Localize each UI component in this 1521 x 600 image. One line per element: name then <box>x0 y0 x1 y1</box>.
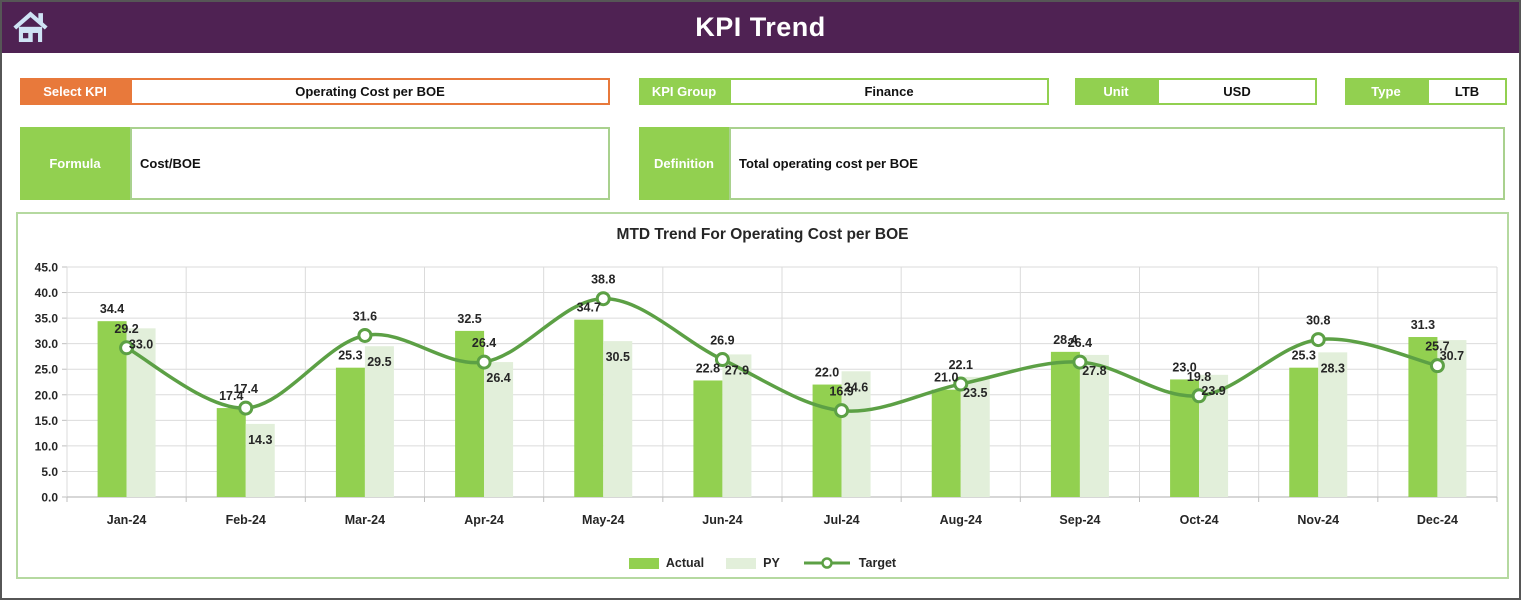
svg-text:17.4: 17.4 <box>234 382 258 396</box>
unit-value: USD <box>1157 78 1317 105</box>
svg-text:16.9: 16.9 <box>829 385 853 399</box>
svg-text:24.6: 24.6 <box>844 380 868 394</box>
svg-text:Jan-24: Jan-24 <box>107 513 147 527</box>
svg-text:31.6: 31.6 <box>353 309 377 323</box>
formula-label: Formula <box>20 127 130 200</box>
svg-text:26.4: 26.4 <box>486 371 510 385</box>
svg-text:22.8: 22.8 <box>696 361 720 375</box>
svg-text:29.5: 29.5 <box>367 355 391 369</box>
select-kpi-label: Select KPI <box>20 78 130 105</box>
svg-text:40.0: 40.0 <box>35 286 59 300</box>
home-button[interactable] <box>10 7 51 48</box>
legend-swatch-target <box>803 557 850 569</box>
kpi-group-value: Finance <box>729 78 1049 105</box>
definition-label: Definition <box>639 127 729 200</box>
svg-text:28.4: 28.4 <box>1053 333 1077 347</box>
definition-value: Total operating cost per BOE <box>729 127 1505 200</box>
kpi-group-field: KPI Group Finance <box>639 78 1049 105</box>
svg-text:22.0: 22.0 <box>815 366 839 380</box>
svg-text:25.7: 25.7 <box>1425 340 1449 354</box>
svg-text:Apr-24: Apr-24 <box>464 513 504 527</box>
svg-text:28.3: 28.3 <box>1321 361 1345 375</box>
svg-text:Oct-24: Oct-24 <box>1180 513 1219 527</box>
svg-text:34.7: 34.7 <box>577 301 601 315</box>
legend-label-py: PY <box>763 556 780 570</box>
select-kpi-value[interactable]: Operating Cost per BOE <box>130 78 610 105</box>
svg-text:Aug-24: Aug-24 <box>940 513 982 527</box>
unit-field: Unit USD <box>1075 78 1317 105</box>
svg-text:14.3: 14.3 <box>248 433 272 447</box>
svg-text:10.0: 10.0 <box>35 439 59 453</box>
svg-text:0.0: 0.0 <box>41 491 58 505</box>
svg-text:17.4: 17.4 <box>219 389 243 403</box>
chart-legend: Actual PY Target <box>18 550 1507 576</box>
type-field: Type LTB <box>1345 78 1507 105</box>
svg-text:26.9: 26.9 <box>710 334 734 348</box>
svg-text:23.5: 23.5 <box>963 386 987 400</box>
legend-label-actual: Actual <box>665 556 705 570</box>
svg-text:35.0: 35.0 <box>35 312 59 326</box>
svg-text:26.4: 26.4 <box>472 336 496 350</box>
chart-title: MTD Trend For Operating Cost per BOE <box>616 226 909 243</box>
definition-box: Definition Total operating cost per BOE <box>639 127 1505 200</box>
svg-text:30.0: 30.0 <box>35 337 59 351</box>
svg-text:38.8: 38.8 <box>591 273 615 287</box>
svg-text:30.8: 30.8 <box>1306 314 1330 328</box>
svg-text:25.3: 25.3 <box>1292 349 1316 363</box>
svg-text:Sep-24: Sep-24 <box>1059 513 1100 527</box>
svg-text:23.9: 23.9 <box>1201 384 1225 398</box>
svg-text:Nov-24: Nov-24 <box>1297 513 1339 527</box>
svg-text:Feb-24: Feb-24 <box>226 513 266 527</box>
svg-text:26.4: 26.4 <box>1068 336 1092 350</box>
unit-label: Unit <box>1075 78 1157 105</box>
svg-text:Jul-24: Jul-24 <box>824 513 860 527</box>
legend-swatch-actual <box>628 557 659 569</box>
svg-text:25.0: 25.0 <box>35 363 59 377</box>
svg-text:23.0: 23.0 <box>1172 360 1196 374</box>
svg-text:30.5: 30.5 <box>606 350 630 364</box>
formula-value: Cost/BOE <box>130 127 610 200</box>
svg-text:27.9: 27.9 <box>725 363 749 377</box>
svg-text:33.0: 33.0 <box>129 337 153 351</box>
svg-text:22.1: 22.1 <box>949 358 973 372</box>
legend-label-target: Target <box>858 556 897 570</box>
svg-text:May-24: May-24 <box>582 513 624 527</box>
legend-item-actual: Actual <box>628 556 705 570</box>
chart-panel: MTD Trend For Operating Cost per BOE 0.0… <box>16 212 1509 579</box>
legend-swatch-py <box>726 557 757 569</box>
formula-box: Formula Cost/BOE <box>20 127 610 200</box>
svg-text:5.0: 5.0 <box>41 465 58 479</box>
svg-text:27.8: 27.8 <box>1082 364 1106 378</box>
type-label: Type <box>1345 78 1427 105</box>
svg-text:Dec-24: Dec-24 <box>1417 513 1458 527</box>
svg-text:19.8: 19.8 <box>1187 370 1211 384</box>
svg-text:15.0: 15.0 <box>35 414 59 428</box>
svg-text:Mar-24: Mar-24 <box>345 513 385 527</box>
kpi-trend-chart: 0.0 5.0 10.0 15.0 20.0 25.0 30.0 35.0 40.0 45.0 34… <box>35 261 1498 527</box>
svg-text:21.0: 21.0 <box>934 371 958 385</box>
svg-text:34.4: 34.4 <box>100 302 124 316</box>
svg-text:25.3: 25.3 <box>338 349 362 363</box>
kpi-group-label: KPI Group <box>639 78 729 105</box>
page-title: KPI Trend <box>695 12 826 42</box>
svg-text:Jun-24: Jun-24 <box>702 513 742 527</box>
home-icon <box>13 11 48 43</box>
type-value: LTB <box>1427 78 1507 105</box>
svg-text:45.0: 45.0 <box>35 261 59 275</box>
legend-item-py: PY <box>726 556 780 570</box>
svg-text:20.0: 20.0 <box>35 388 59 402</box>
header: KPI Trend <box>2 2 1519 53</box>
svg-text:31.3: 31.3 <box>1411 318 1435 332</box>
svg-text:32.5: 32.5 <box>457 312 481 326</box>
legend-item-target: Target <box>802 556 896 570</box>
svg-text:30.7: 30.7 <box>1440 349 1464 363</box>
svg-text:29.2: 29.2 <box>114 322 138 336</box>
select-kpi-field: Select KPI Operating Cost per BOE <box>20 78 610 105</box>
